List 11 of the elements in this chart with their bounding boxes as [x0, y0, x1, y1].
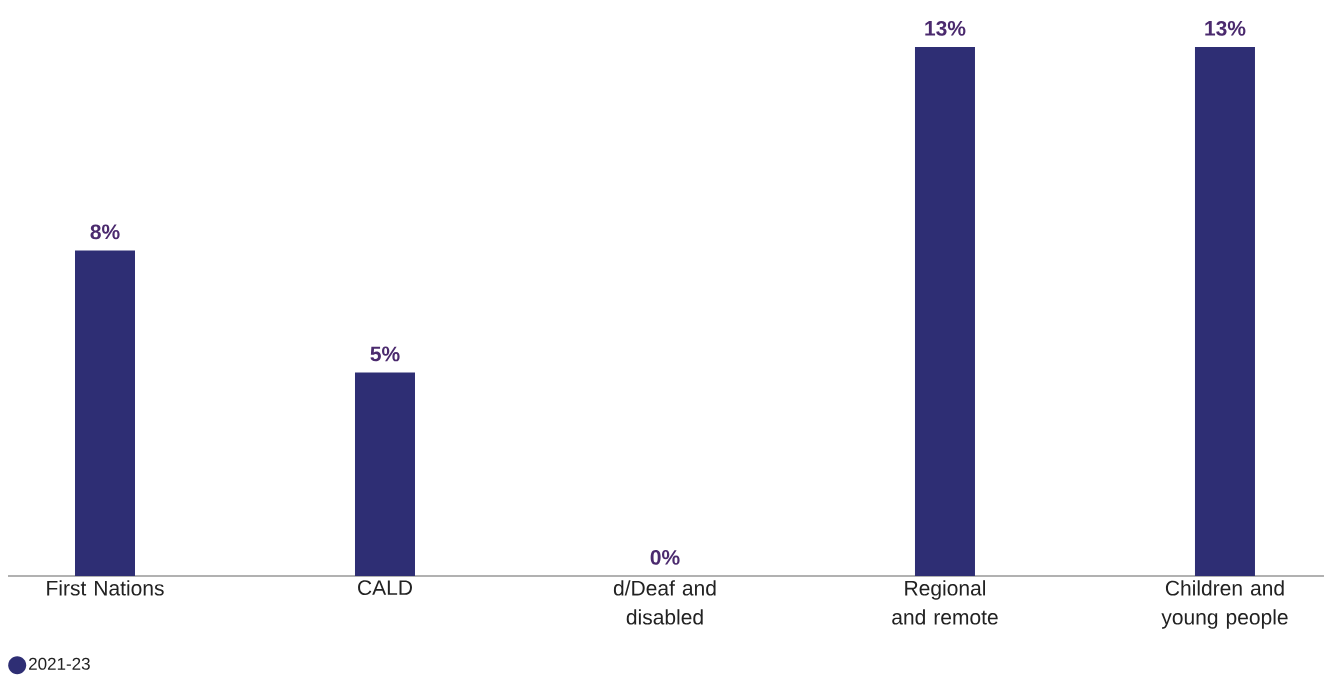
data-label: 5% — [370, 346, 400, 362]
data-label: 13% — [1205, 20, 1246, 36]
x-tick-label: Regional and remote — [892, 580, 998, 625]
x-tick-label: CALD — [358, 580, 412, 596]
x-tick-label: Children and young people — [1161, 580, 1288, 629]
legend-label: 2021-23 — [29, 657, 90, 670]
x-tick-label: First Nations — [47, 580, 164, 596]
data-label: 0% — [650, 549, 680, 565]
data-label: 13% — [925, 20, 966, 36]
x-tick-label: d/Deaf and disabled — [613, 580, 716, 625]
data-label: 8% — [90, 224, 120, 240]
